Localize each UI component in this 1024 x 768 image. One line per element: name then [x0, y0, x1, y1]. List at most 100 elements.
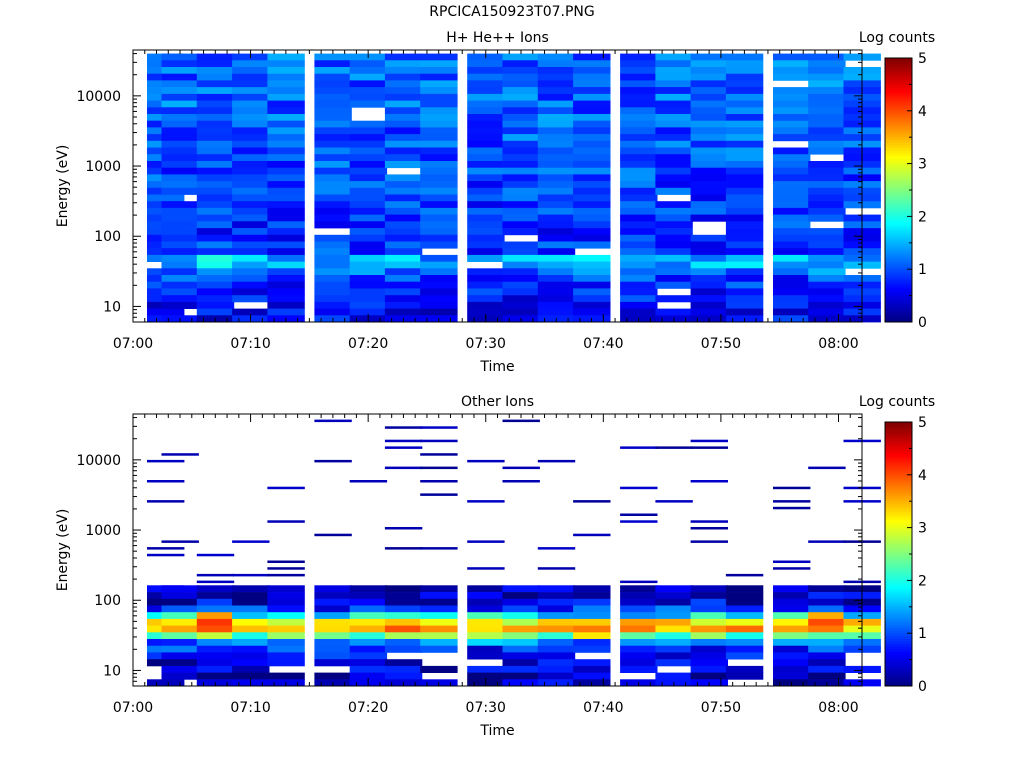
heatmap-cell	[161, 618, 199, 626]
colorbar-segment	[885, 94, 912, 99]
colorbar-segment	[885, 221, 912, 225]
heatmap-cell	[502, 228, 540, 236]
heatmap-cell	[655, 161, 693, 169]
heatmap-cell	[467, 140, 505, 148]
colorbar-segment	[885, 121, 912, 125]
colorbar-segment	[885, 153, 912, 157]
heatmap-cell	[349, 261, 388, 269]
heatmap-cell	[655, 127, 693, 135]
heatmap-cell	[161, 228, 199, 236]
colorbar-segment	[885, 445, 912, 449]
heatmap-cell	[384, 301, 423, 309]
colorbar-segment	[885, 585, 912, 589]
colorbar-segment	[885, 279, 912, 283]
colorbar-segment	[885, 245, 912, 249]
heatmap-cell	[502, 214, 540, 222]
heatmap-cell	[232, 154, 270, 162]
colorbar-segment	[885, 97, 912, 101]
heatmap-cell	[196, 228, 235, 236]
y-tick-label: 1000	[85, 159, 121, 175]
heatmap-cell	[725, 80, 764, 88]
heatmap-cell	[725, 174, 764, 182]
heatmap-cell	[573, 618, 611, 626]
heatmap-cell	[467, 114, 505, 122]
heatmap-cell	[620, 665, 658, 673]
heatmap-cell	[161, 540, 199, 543]
heatmap-cell	[808, 275, 846, 283]
heatmap-cell	[620, 201, 658, 209]
colorbar-segment	[885, 179, 912, 183]
heatmap-cell	[267, 201, 305, 209]
heatmap-cell	[655, 618, 693, 626]
heatmap-cell	[502, 652, 540, 660]
heatmap-cell	[420, 426, 458, 429]
colorbar-segment	[885, 498, 912, 502]
heatmap-cell	[773, 234, 811, 242]
heatmap-cell	[725, 261, 764, 269]
heatmap-cell	[349, 154, 388, 162]
heatmap-cell	[725, 87, 764, 95]
colorbar-segment	[885, 638, 912, 642]
heatmap-cell	[267, 645, 305, 653]
heatmap-cell	[232, 618, 270, 626]
heatmap-cell	[573, 592, 611, 600]
heatmap-cell	[655, 147, 693, 155]
heatmap-cell	[620, 645, 658, 653]
heatmap-cell	[655, 295, 693, 303]
heatmap-cell	[655, 93, 693, 101]
heatmap-cell	[384, 466, 423, 470]
heatmap-cell	[502, 100, 540, 108]
y-axis: 10 100 1000 10000	[76, 417, 862, 687]
heatmap-cell	[808, 174, 846, 182]
colorbar-segment	[885, 678, 912, 682]
heatmap-cell	[808, 167, 846, 175]
heatmap-cell	[384, 120, 423, 128]
heatmap-cell	[620, 241, 658, 249]
heatmap-cell	[232, 612, 270, 620]
colorbar-segment	[885, 226, 912, 231]
heatmap-cell	[725, 585, 764, 593]
heatmap-cell	[314, 214, 352, 222]
heatmap-cell	[161, 214, 199, 222]
colorbar-segment	[885, 234, 912, 239]
heatmap-cell	[420, 308, 458, 316]
colorbar-segment	[885, 306, 912, 310]
heatmap-cell	[420, 592, 458, 600]
colorbar-segment	[885, 274, 912, 278]
heatmap-cell	[196, 161, 235, 169]
heatmap-cell	[620, 181, 658, 189]
heatmap-cell	[232, 107, 270, 115]
heatmap-cell	[773, 201, 811, 209]
heatmap-cell	[196, 612, 235, 620]
heatmap-cell	[314, 592, 352, 600]
colorbar-segment	[885, 285, 912, 289]
heatmap-cell	[232, 592, 270, 600]
heatmap-cell	[420, 207, 458, 215]
colorbar-segment	[885, 474, 912, 478]
heatmap-cell	[573, 261, 611, 269]
panel-title: H+ He++ Ions	[446, 30, 549, 46]
colorbar-label: Log counts	[859, 30, 935, 46]
colorbar-segment	[885, 646, 912, 650]
colorbar-segment	[885, 219, 912, 223]
heatmap-cell	[502, 73, 540, 81]
heatmap-cell	[502, 419, 540, 423]
heatmap-cell	[349, 181, 388, 189]
colorbar-segment	[885, 205, 912, 209]
heatmap-cell	[573, 268, 611, 276]
heatmap-cell	[384, 426, 423, 429]
colorbar-segment	[885, 319, 912, 323]
heatmap-cell	[267, 560, 305, 563]
colorbar-segment	[885, 461, 912, 465]
heatmap-cell	[725, 93, 764, 101]
heatmap-cell	[773, 295, 811, 303]
heatmap-cell	[232, 221, 270, 229]
colorbar-segment	[885, 506, 912, 510]
heatmap-cell	[502, 147, 540, 155]
heatmap-cell	[467, 234, 505, 242]
colorbar-segment	[885, 129, 912, 133]
heatmap-cell	[384, 659, 423, 667]
colorbar-segment	[885, 316, 912, 320]
heatmap-cell	[537, 547, 576, 550]
